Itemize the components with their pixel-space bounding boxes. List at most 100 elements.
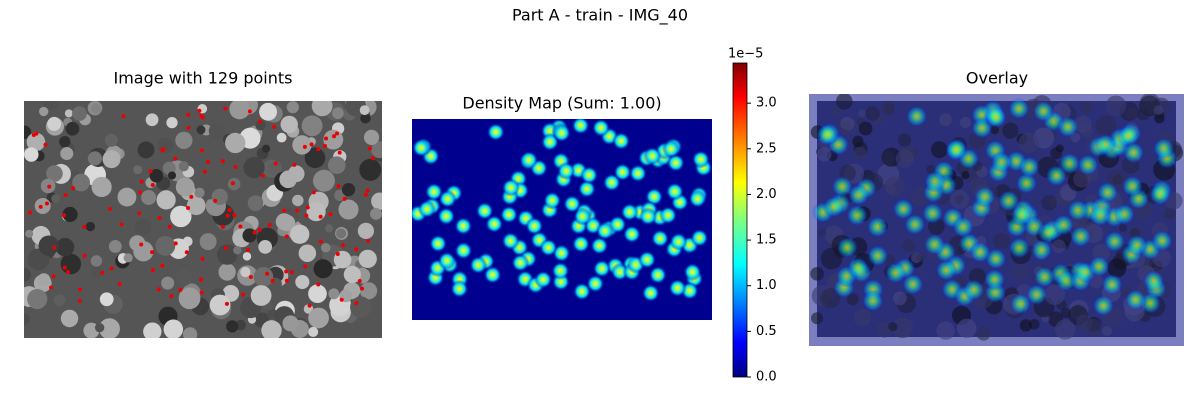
- overlay-blob: [1037, 221, 1060, 244]
- head-point: [150, 183, 155, 188]
- head-point: [202, 169, 207, 174]
- head-point: [47, 184, 52, 189]
- head-point: [248, 274, 253, 279]
- head-point: [284, 234, 289, 239]
- density-blob: [643, 146, 662, 165]
- head-point: [223, 245, 228, 250]
- head-point: [331, 134, 336, 139]
- head-point: [220, 224, 225, 229]
- crowd-shape: [1105, 95, 1127, 117]
- head-point: [354, 247, 359, 252]
- crowd-shape: [90, 255, 103, 267]
- overlay-blob: [815, 123, 838, 146]
- overlay-blob: [1018, 155, 1041, 178]
- crowd-shape: [166, 117, 178, 129]
- head-point: [156, 287, 161, 292]
- crowd-shape: [936, 321, 955, 340]
- head-point: [52, 245, 57, 250]
- overlay-blob: [1069, 225, 1092, 248]
- crowd-shape: [162, 161, 176, 175]
- head-point: [186, 112, 191, 117]
- overlay-detail: [810, 94, 1184, 341]
- crowd-shape: [898, 133, 912, 147]
- head-point: [28, 210, 33, 215]
- density-blob: [662, 139, 681, 158]
- head-point: [307, 303, 312, 308]
- density-blob: [665, 182, 684, 201]
- head-point: [292, 162, 297, 167]
- overlay-blob: [952, 215, 975, 238]
- head-point: [38, 204, 43, 209]
- density-blob: [586, 274, 605, 293]
- density-blob: [511, 253, 530, 272]
- crowd-shape: [810, 312, 824, 325]
- crowd-shape: [196, 125, 206, 135]
- crowd-shape: [292, 194, 304, 207]
- head-point: [220, 159, 225, 164]
- head-point: [137, 211, 142, 216]
- head-point: [100, 270, 105, 275]
- crowd-shape: [1055, 144, 1064, 153]
- crowd-shape: [341, 183, 356, 197]
- crowd-shape: [94, 322, 105, 333]
- crowd-shape: [250, 285, 272, 306]
- crowd-shape: [343, 265, 361, 284]
- head-point: [339, 297, 344, 302]
- head-point: [43, 142, 48, 147]
- crowd-shape: [102, 150, 121, 169]
- crowd-shape: [359, 105, 370, 116]
- overlay-blob: [1010, 204, 1033, 227]
- head-point: [63, 192, 68, 197]
- crowd-shape: [276, 132, 287, 143]
- head-point: [363, 192, 368, 197]
- colorbar: [732, 62, 748, 378]
- overlay-blob: [1121, 175, 1144, 198]
- crowd-shape: [211, 188, 228, 205]
- crowd-shape: [60, 309, 79, 328]
- overlay-blob: [1056, 115, 1079, 138]
- density-blob: [622, 225, 641, 244]
- panel-title: Density Map (Sum: 1.00): [462, 94, 661, 113]
- overlay-blob: [969, 241, 992, 264]
- overlay-blob: [1092, 294, 1115, 317]
- crowd-shape: [832, 106, 842, 117]
- overlay-blob: [1101, 273, 1124, 296]
- head-point: [148, 169, 153, 174]
- tick-label: 1.5: [756, 233, 777, 248]
- tick-label: 2.0: [756, 187, 777, 202]
- head-point: [119, 222, 124, 227]
- crowd-shape: [308, 326, 319, 337]
- crowd-shape: [60, 146, 74, 161]
- head-point: [157, 215, 162, 220]
- overlay-blob: [1148, 183, 1171, 206]
- density-blob: [499, 205, 518, 224]
- head-point: [295, 208, 300, 213]
- crowd-shape: [895, 149, 914, 168]
- overlay-blob: [1094, 133, 1117, 156]
- head-point: [117, 282, 122, 287]
- overlay-blob: [945, 138, 968, 161]
- density-blob: [485, 215, 504, 234]
- overlay-blob: [962, 278, 985, 301]
- tick-label: 0.0: [756, 370, 777, 385]
- density-blob: [454, 241, 473, 260]
- crowd-shape: [240, 266, 251, 278]
- head-point: [108, 207, 113, 212]
- head-point: [167, 224, 172, 229]
- crowd-shape: [371, 192, 382, 210]
- crowd-shape: [108, 239, 122, 253]
- head-point: [189, 194, 194, 199]
- overlay-blob: [985, 106, 1008, 129]
- crowd-shape: [312, 169, 335, 192]
- crowd-shape: [34, 197, 51, 214]
- crowd-shape: [902, 239, 916, 253]
- crowd-shape: [242, 252, 252, 261]
- overlay-blob: [846, 256, 869, 279]
- head-point: [232, 213, 237, 218]
- density-blob: [424, 182, 443, 201]
- density-blob: [525, 217, 544, 236]
- crowd-shape: [286, 101, 299, 114]
- head-point: [289, 270, 294, 275]
- head-point: [186, 205, 191, 210]
- head-point: [161, 147, 166, 152]
